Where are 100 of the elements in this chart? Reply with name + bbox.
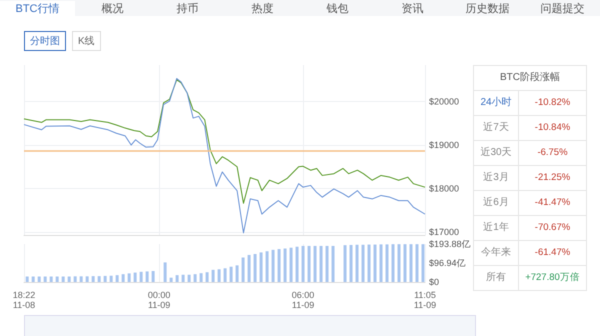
x-tick-label: 00:00 11-09 bbox=[148, 290, 170, 310]
text: BTC阶段涨幅 bbox=[474, 66, 586, 91]
text: K线 bbox=[72, 31, 101, 51]
bar bbox=[254, 254, 257, 282]
bar bbox=[128, 273, 131, 282]
bar bbox=[98, 276, 101, 282]
bar bbox=[242, 258, 245, 282]
bar bbox=[320, 246, 323, 282]
bar bbox=[272, 250, 275, 282]
bar bbox=[206, 272, 209, 282]
bar bbox=[392, 244, 395, 282]
bar bbox=[218, 269, 221, 282]
bar bbox=[200, 273, 203, 282]
bar bbox=[32, 276, 35, 282]
bar bbox=[38, 276, 41, 282]
bar bbox=[230, 266, 233, 282]
bar bbox=[248, 254, 251, 282]
text: 概况 bbox=[100, 2, 124, 16]
bar bbox=[398, 244, 401, 282]
text: -61.47% bbox=[518, 241, 586, 265]
bar bbox=[260, 252, 263, 282]
text: 近7天 bbox=[482, 120, 510, 135]
bar bbox=[374, 244, 377, 282]
text: 分时图 bbox=[24, 31, 66, 51]
bar bbox=[26, 276, 29, 282]
y-tick-label: $193.88亿 bbox=[429, 239, 471, 249]
bar bbox=[284, 248, 287, 282]
text: -10.82% bbox=[518, 91, 586, 115]
bar bbox=[110, 276, 113, 282]
text: 历史数据 bbox=[464, 2, 510, 16]
bar bbox=[410, 244, 413, 282]
text: 资讯 bbox=[400, 2, 424, 16]
bar bbox=[404, 244, 407, 282]
y-tick-label: $96.94亿 bbox=[429, 258, 466, 268]
bar bbox=[296, 246, 299, 282]
bar bbox=[146, 271, 149, 282]
bar bbox=[386, 244, 389, 282]
bar bbox=[68, 276, 71, 282]
bar bbox=[176, 275, 179, 282]
bar bbox=[80, 276, 83, 282]
text: 热度 bbox=[250, 2, 274, 16]
bar bbox=[422, 244, 424, 282]
text: 近1年 bbox=[482, 220, 510, 235]
bar bbox=[356, 244, 359, 282]
text: -70.67% bbox=[518, 216, 586, 240]
text: 钱包 bbox=[326, 2, 350, 16]
bar bbox=[278, 249, 281, 282]
bar bbox=[416, 244, 419, 282]
x-tick-label: 06:00 11-09 bbox=[292, 290, 314, 310]
bar bbox=[266, 251, 269, 282]
bar bbox=[212, 270, 215, 282]
bar bbox=[134, 272, 137, 282]
bar bbox=[62, 276, 65, 282]
text: -21.25% bbox=[518, 166, 586, 190]
bar bbox=[44, 276, 47, 282]
y-tick-label: $0 bbox=[429, 277, 440, 287]
bar bbox=[152, 271, 155, 282]
bar bbox=[104, 276, 107, 282]
text: 24小时 bbox=[479, 96, 513, 110]
bar bbox=[368, 244, 371, 282]
bar bbox=[170, 278, 173, 282]
y-tick-label: $18000 bbox=[429, 183, 460, 194]
bar bbox=[86, 276, 89, 282]
y-tick-label: $19000 bbox=[429, 140, 460, 150]
text: -41.47% bbox=[518, 191, 586, 215]
bar bbox=[380, 244, 383, 282]
bar bbox=[74, 276, 77, 282]
bar bbox=[164, 262, 167, 282]
text: 近30天 bbox=[479, 146, 513, 160]
bar bbox=[188, 274, 191, 282]
bar bbox=[182, 274, 185, 282]
bar bbox=[224, 268, 227, 282]
bar bbox=[308, 246, 311, 282]
bar bbox=[362, 244, 365, 282]
y-tick-label: $20000 bbox=[429, 96, 460, 107]
text: -6.75% bbox=[518, 141, 586, 165]
text: 所有 bbox=[485, 270, 507, 285]
text: BTC行情 bbox=[0, 0, 75, 16]
bar bbox=[122, 274, 125, 282]
bar bbox=[314, 246, 317, 282]
text: 今年来 bbox=[480, 246, 512, 260]
text: -10.84% bbox=[518, 116, 586, 140]
x-tick-label: 18:22 11-08 bbox=[12, 290, 36, 310]
text: +727.80万倍 bbox=[518, 266, 586, 290]
y-tick-label: $17000 bbox=[429, 226, 460, 237]
bar bbox=[290, 248, 293, 282]
text: 近3月 bbox=[482, 170, 510, 185]
bar bbox=[194, 274, 197, 282]
bar bbox=[344, 245, 347, 282]
bar bbox=[332, 246, 335, 282]
bar bbox=[92, 276, 95, 282]
bar bbox=[236, 265, 239, 282]
bar bbox=[140, 272, 143, 282]
text: 问题提交 bbox=[540, 2, 586, 16]
bar bbox=[116, 275, 119, 282]
bar bbox=[56, 276, 59, 282]
text: 持币 bbox=[176, 2, 200, 16]
bar bbox=[50, 276, 53, 282]
text: 近6月 bbox=[482, 196, 510, 210]
x-tick-label: 11:05 11-09 bbox=[414, 290, 436, 310]
